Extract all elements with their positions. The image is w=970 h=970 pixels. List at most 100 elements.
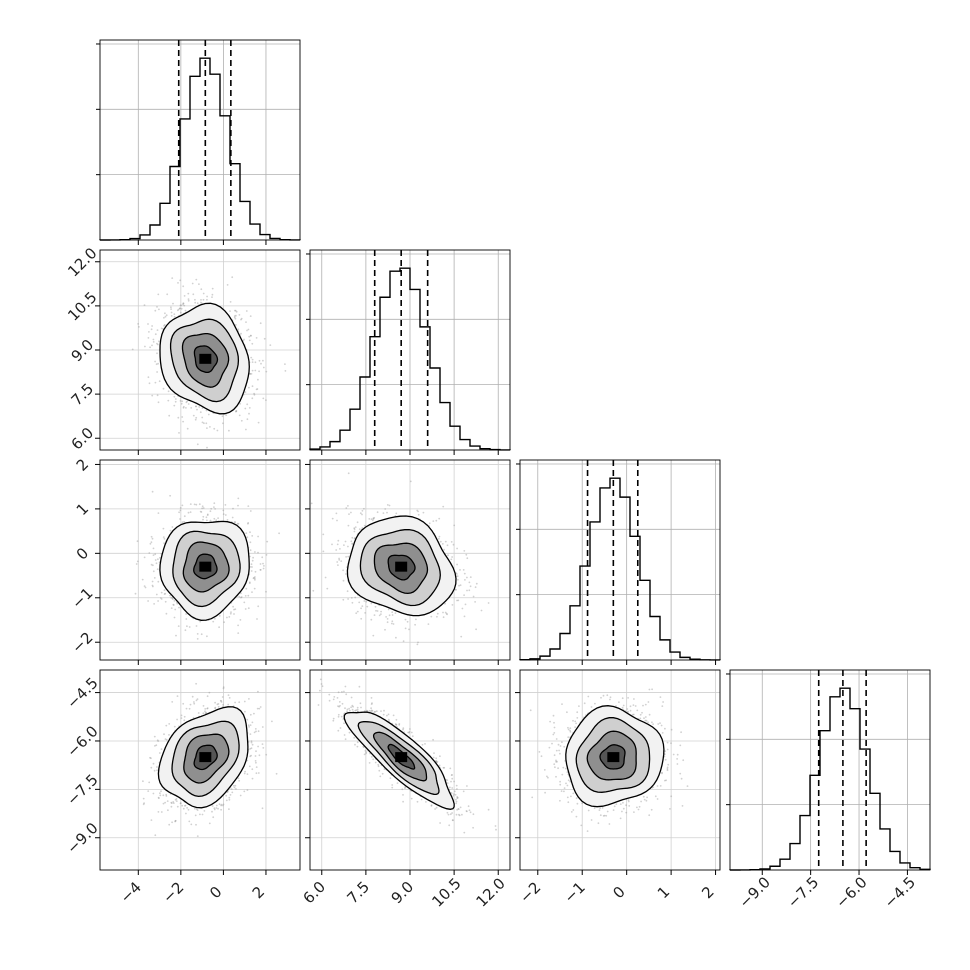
scatter-point xyxy=(248,412,250,415)
scatter-point xyxy=(180,402,183,405)
scatter-point xyxy=(361,509,364,512)
scatter-point xyxy=(225,794,228,797)
scatter-point xyxy=(157,512,160,514)
scatter-point xyxy=(469,576,472,578)
scatter-point xyxy=(257,378,259,381)
scatter-point xyxy=(254,369,257,372)
scatter-point xyxy=(172,802,175,804)
scatter-point xyxy=(271,720,273,723)
scatter-point xyxy=(265,370,268,373)
scatter-point xyxy=(245,532,248,535)
scatter-point xyxy=(171,277,174,279)
scatter-point xyxy=(262,359,264,362)
scatter-point xyxy=(240,419,243,422)
scatter-point xyxy=(371,519,374,522)
scatter-point xyxy=(243,790,246,793)
scatter-point xyxy=(370,602,373,605)
scatter-point xyxy=(391,611,394,614)
scatter-point xyxy=(187,299,190,302)
scatter-point xyxy=(170,315,173,317)
scatter-point xyxy=(353,527,356,530)
scatter-point xyxy=(466,589,468,592)
scatter-point xyxy=(237,632,240,634)
scatter-point xyxy=(148,382,151,385)
scatter-point xyxy=(235,410,238,413)
scatter-point xyxy=(188,626,191,628)
scatter-point xyxy=(382,512,385,514)
scatter-point xyxy=(257,421,260,424)
scatter-point xyxy=(347,524,350,527)
scatter-point xyxy=(201,416,204,419)
scatter-point xyxy=(249,541,252,544)
scatter-point xyxy=(252,556,255,559)
scatter-point xyxy=(254,551,256,553)
scatter-point xyxy=(256,388,259,390)
scatter-point xyxy=(344,540,347,543)
scatter-point xyxy=(182,302,185,305)
scatter-point xyxy=(214,508,217,510)
scatter-point xyxy=(209,510,212,513)
scatter-point xyxy=(224,514,227,516)
scatter-point xyxy=(239,619,242,621)
scatter-point xyxy=(246,329,248,332)
scatter-point xyxy=(338,557,340,560)
scatter-point xyxy=(218,615,221,617)
scatter-point xyxy=(342,598,345,601)
scatter-point xyxy=(459,569,461,571)
scatter-point xyxy=(181,400,184,403)
scatter-point xyxy=(200,299,202,301)
scatter-point xyxy=(350,597,353,599)
scatter-point xyxy=(171,598,174,600)
scatter-point xyxy=(163,324,166,326)
scatter-point xyxy=(386,504,389,506)
scatter-point xyxy=(230,611,232,613)
scatter-point xyxy=(251,358,254,361)
scatter-point xyxy=(183,304,186,307)
scatter-point xyxy=(347,505,349,507)
scatter-point xyxy=(186,400,189,403)
scatter-point xyxy=(200,288,203,291)
scatter-point xyxy=(202,518,204,521)
scatter-point xyxy=(138,326,140,328)
scatter-point xyxy=(456,575,459,577)
scatter-point xyxy=(336,543,339,546)
scatter-point xyxy=(474,601,476,603)
scatter-point xyxy=(255,750,257,753)
scatter-point xyxy=(187,403,190,405)
scatter-point xyxy=(251,342,254,345)
scatter-point xyxy=(151,537,154,540)
scatter-point xyxy=(432,520,435,522)
scatter-point xyxy=(174,400,177,403)
scatter-point xyxy=(258,370,260,373)
scatter-point xyxy=(251,397,254,400)
scatter-point xyxy=(250,356,253,359)
scatter-point xyxy=(356,521,359,524)
scatter-point xyxy=(187,298,190,300)
scatter-point xyxy=(255,388,258,391)
scatter-point xyxy=(167,809,169,812)
scatter-point xyxy=(150,541,153,544)
scatter-point xyxy=(183,520,186,523)
scatter-point xyxy=(265,554,268,556)
scatter-point xyxy=(149,542,152,545)
scatter-point xyxy=(438,517,441,520)
scatter-point xyxy=(368,518,371,520)
scatter-point xyxy=(205,516,208,519)
scatter-point xyxy=(193,701,195,703)
scatter-point xyxy=(168,723,171,725)
scatter-point xyxy=(345,507,348,509)
scatter-point xyxy=(253,393,256,396)
scatter-point xyxy=(253,577,256,580)
scatter-point xyxy=(240,318,242,321)
scatter-point xyxy=(154,559,157,561)
scatter-point xyxy=(156,371,159,373)
scatter-point xyxy=(446,544,449,547)
scatter-point xyxy=(245,587,248,590)
y-tick-label: 2 xyxy=(73,455,92,474)
scatter-point xyxy=(235,410,238,412)
scatter-point xyxy=(257,551,259,554)
scatter-point xyxy=(169,494,172,497)
scatter-point xyxy=(157,558,159,561)
scatter-point xyxy=(184,309,187,312)
